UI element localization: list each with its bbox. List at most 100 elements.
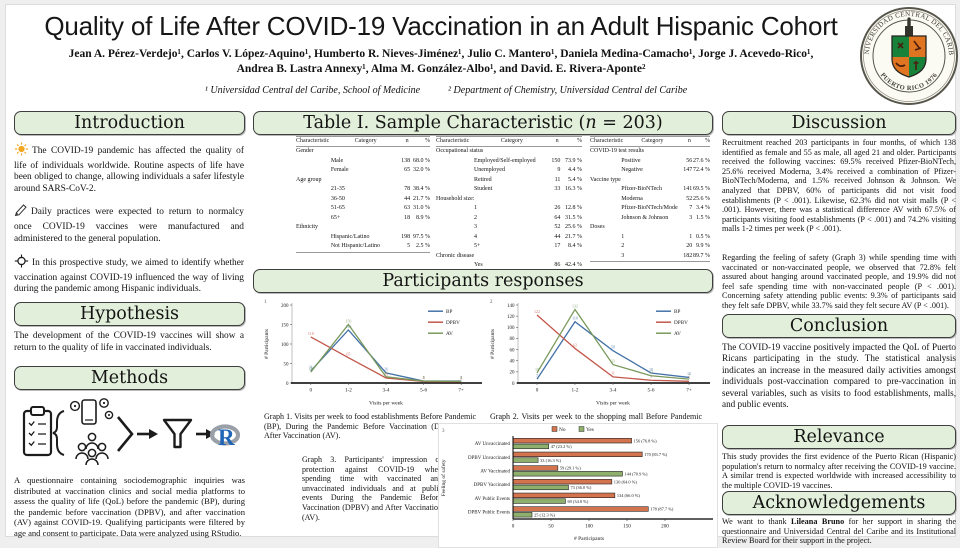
authors-line2: Andrea B. Lastra Annexy¹, Alma M. Gonzál…: [236, 63, 646, 75]
table-group-label: Chronic disease: [436, 252, 475, 259]
svg-text:Yes: Yes: [586, 427, 594, 433]
svg-text:# Participants: # Participants: [574, 536, 604, 542]
table-row: 3 182 89.7 %: [621, 252, 710, 259]
svg-text:3-4: 3-4: [383, 388, 390, 394]
svg-text:110: 110: [572, 316, 578, 321]
svg-text:65: 65: [346, 351, 350, 356]
intro-bullet-3-text: In this prospective study, we aimed to i…: [14, 258, 244, 295]
svg-text:58: 58: [611, 344, 615, 349]
svg-text:80: 80: [510, 337, 516, 342]
svg-text:4: 4: [460, 375, 462, 380]
table-row: Negative 147 72.4 %: [621, 167, 710, 173]
svg-text:11: 11: [611, 371, 615, 376]
svg-text:BP: BP: [446, 309, 452, 315]
table-row: 21-35 78 38.4 %: [330, 186, 430, 192]
svg-text:100: 100: [507, 326, 515, 331]
methods-flow-icon: R: [22, 398, 241, 466]
svg-text:3-4: 3-4: [610, 388, 617, 394]
page-title: Quality of Life After COVID-19 Vaccinati…: [44, 11, 838, 41]
svg-text:0: 0: [286, 382, 289, 387]
svg-text:AV Public Events: AV Public Events: [475, 497, 510, 502]
svg-text:18: 18: [649, 367, 653, 372]
discussion-p2: Regarding the feeling of safety (Graph 3…: [722, 253, 956, 310]
svg-text:60: 60: [510, 348, 516, 353]
graph3-caption: Graph 3. Participants' impression of pro…: [302, 455, 442, 522]
svg-text:178 (87.7 %): 178 (87.7 %): [650, 507, 674, 512]
seal-tower: [905, 26, 913, 36]
svg-text:5-6: 5-6: [420, 388, 427, 394]
section-heading-methods: Methods: [14, 366, 245, 390]
intro-bullet-2-text: Daily practices were expected to return …: [14, 207, 244, 244]
table-row: 1 26 12.8 %: [473, 205, 582, 211]
table-row: 2 64 31.5 %: [473, 214, 582, 221]
table-row: 36-50 44 21.7 %: [330, 195, 430, 202]
svg-text:120: 120: [507, 315, 515, 320]
svg-text:0: 0: [512, 524, 515, 530]
svg-text:7: 7: [688, 373, 690, 378]
svg-text:DPBV: DPBV: [674, 320, 688, 326]
table-row: 51-65 63 31.0 %: [330, 205, 430, 211]
svg-text:170 (83.7 %): 170 (83.7 %): [644, 452, 668, 457]
section-heading-acknowledgements: Acknowledgements: [722, 491, 956, 515]
sample-table-covid: Characteristic Category n% COVID-19 test re…: [590, 136, 710, 262]
svg-text:100: 100: [585, 524, 593, 530]
intro-bullet-1-text: The COVID-19 pandemic has affected the q…: [14, 146, 244, 194]
table-row: Male 138 68.0 %: [330, 157, 430, 164]
intro-bullet-1: The COVID-19 pandemic has affected the q…: [14, 142, 244, 195]
table-row: Positive 56 27.6 %: [621, 157, 710, 164]
svg-text:3: 3: [688, 375, 690, 380]
svg-text:59 (29.1 %): 59 (29.1 %): [560, 466, 581, 471]
section-heading-responses: Participants responses: [253, 269, 713, 293]
table-group-label: Gender: [296, 148, 314, 154]
svg-text:AV Unvaccinated: AV Unvaccinated: [475, 442, 511, 447]
svg-text:13: 13: [649, 370, 653, 375]
svg-text:DPBV: DPBV: [446, 320, 460, 326]
svg-text:18: 18: [535, 367, 539, 372]
table-row: Student 33 16.3 %: [473, 186, 582, 192]
r-logo-icon: R: [209, 424, 241, 450]
svg-text:7: 7: [536, 373, 538, 378]
svg-text:132: 132: [572, 303, 578, 308]
table-row: Pfizer-BioNTech/Moderna73.4 %: [621, 205, 710, 211]
section-heading-relevance: Relevance: [722, 425, 956, 449]
svg-text:BP: BP: [674, 309, 680, 315]
sample-table-demographics: Characteristic Category n% Gender Male 138 68.…: [296, 136, 430, 253]
svg-text:AV: AV: [446, 331, 453, 337]
ucc-seal-icon: UNIVERSIDAD CENTRAL DEL CARIBE PUERTO RI…: [855, 0, 958, 105]
svg-text:AV Vaccinated: AV Vaccinated: [480, 470, 510, 475]
svg-text:5: 5: [460, 375, 462, 380]
authors: Jean A. Pérez-Verdejo¹, Carlos V. López-…: [46, 47, 836, 77]
svg-text:150: 150: [281, 323, 289, 328]
table-row: Employed/Self-employed 150 73.9 %: [473, 157, 582, 164]
svg-text:134 (66.0 %): 134 (66.0 %): [617, 493, 641, 498]
svg-text:28: 28: [309, 366, 313, 371]
table-row: Unemployed 9 4.4 %: [473, 167, 582, 173]
poster: Quality of Life After COVID-19 Vaccinati…: [5, 0, 958, 548]
table-row: Moderna 52 25.6 %: [621, 195, 710, 202]
svg-text:200: 200: [281, 304, 289, 309]
table-group-label: COVID-19 test results: [590, 148, 644, 154]
svg-text:0: 0: [310, 388, 313, 394]
table-row: 3 52 25.6 %: [473, 224, 582, 230]
svg-text:1: 1: [264, 300, 267, 305]
svg-text:No: No: [559, 427, 566, 433]
svg-text:62: 62: [573, 342, 577, 347]
graph3-bar-chart: 3 No Yes 156 (76.8 %) 47 (23.2 %) AV Unvaccin…: [438, 423, 718, 548]
table-group-label: Vaccine type: [590, 176, 621, 183]
svg-text:Feeling of safety: Feeling of safety: [440, 459, 447, 496]
svg-text:1-2: 1-2: [345, 388, 352, 394]
methods-text: A questionnaire containing sociodemograp…: [14, 475, 245, 538]
table-row: Pfizer-BioNTech 141 69.5 %: [621, 186, 710, 192]
svg-text:200: 200: [661, 524, 669, 530]
graph3-svg: 3 No Yes 156 (76.8 %) 47 (23.2 %) AV Unvaccin…: [440, 426, 713, 542]
svg-text:10: 10: [687, 371, 691, 376]
table-row: 1 1 0.5 %: [621, 233, 710, 240]
table-row: 4 44 21.7 %: [473, 233, 582, 240]
section-heading-table: Table I. Sample Characteristic (n = 203): [253, 111, 713, 135]
svg-text:144 (70.9 %): 144 (70.9 %): [624, 471, 648, 476]
table-row: Female 65 32.0 %: [330, 167, 430, 173]
intro-bullet-3: In this prospective study, we aimed to i…: [14, 254, 244, 296]
table-row: Hispanic/Latino 198 97.5 %: [330, 233, 430, 240]
svg-text:156 (76.8 %): 156 (76.8 %): [634, 438, 658, 443]
